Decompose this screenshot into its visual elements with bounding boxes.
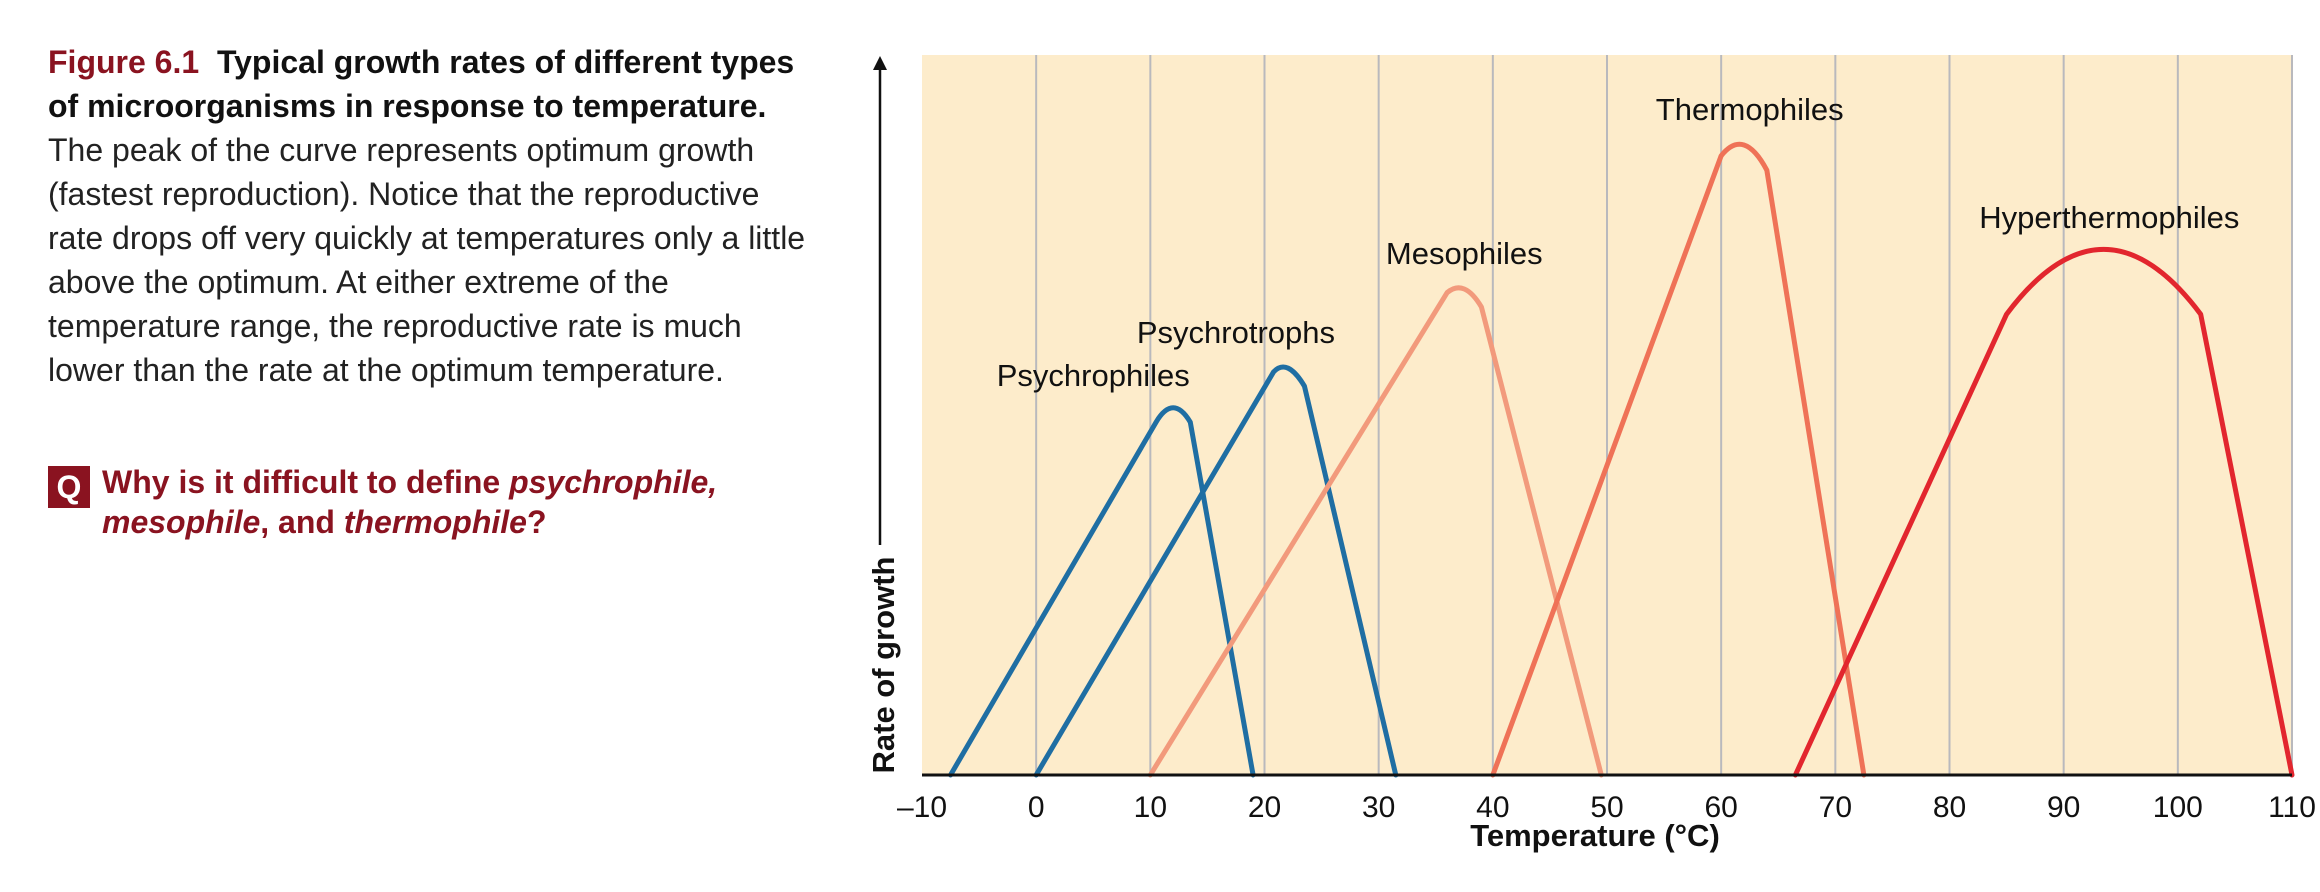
curve-hyperthermophiles: [1792, 247, 2295, 778]
curve-thermophiles: [1490, 141, 1867, 778]
x-tick-label: 80: [1933, 791, 1966, 824]
x-tick-label: –10: [897, 791, 947, 824]
x-tick-label: 20: [1248, 791, 1281, 824]
x-tick-label: 110: [2268, 791, 2316, 824]
question-text-part: ?: [526, 504, 547, 540]
label-mesophiles: Mesophiles: [1386, 236, 1543, 271]
question-term-mesophile: mesophile: [102, 504, 261, 540]
x-tick-label: 10: [1134, 791, 1167, 824]
question-text-part: , and: [260, 504, 344, 540]
question-block: Q Why is it difficult to define psychrop…: [48, 462, 808, 542]
x-tick-label: 50: [1590, 791, 1623, 824]
figure-caption: Figure 6.1 Typical growth rates of diffe…: [48, 40, 818, 392]
gridlines: [1035, 55, 2293, 775]
figure-body: The peak of the curve represents optimum…: [48, 132, 806, 388]
question-term-psychrophile: psychrophile,: [509, 464, 718, 500]
x-tick-label: 30: [1362, 791, 1395, 824]
question-text-part: Why is it difficult to define: [102, 464, 510, 500]
growth-curves: [948, 141, 2295, 778]
x-tick-label: 70: [1819, 791, 1852, 824]
figure-title: Typical growth rates of different types …: [48, 44, 795, 124]
label-psychrophiles: Psychrophiles: [997, 358, 1190, 393]
x-tick-label: 90: [2047, 791, 2080, 824]
question-text: Why is it difficult to define psychrophi…: [102, 462, 808, 542]
axes: [873, 56, 2292, 777]
label-psychrotrophs: Psychrotrophs: [1137, 315, 1335, 350]
question-term-thermophile: thermophile: [343, 504, 527, 540]
y-axis-title: Rate of growth: [866, 557, 901, 774]
series-labels: Psychrophiles Psychrotrophs Mesophiles Ther…: [997, 92, 2240, 393]
x-tick-label: 100: [2153, 791, 2203, 824]
curve-psychrotrophs: [1033, 364, 1399, 778]
label-hyperthermophiles: Hyperthermophiles: [1979, 200, 2239, 235]
label-thermophiles: Thermophiles: [1656, 92, 1844, 127]
question-badge: Q: [48, 466, 90, 508]
curve-psychrophiles: [948, 405, 1256, 778]
figure-label: Figure 6.1: [48, 44, 200, 80]
x-tick-labels: –10 0 10 20 30 40 50 60 70 80 90 100 110: [897, 791, 2316, 824]
y-axis-arrow-icon: [873, 56, 887, 70]
x-tick-label: 0: [1028, 791, 1045, 824]
x-tick-label: 60: [1704, 791, 1737, 824]
x-tick-label: 40: [1476, 791, 1509, 824]
x-axis-title: Temperature (°C): [1470, 818, 1720, 853]
curve-mesophiles: [1147, 285, 1604, 778]
